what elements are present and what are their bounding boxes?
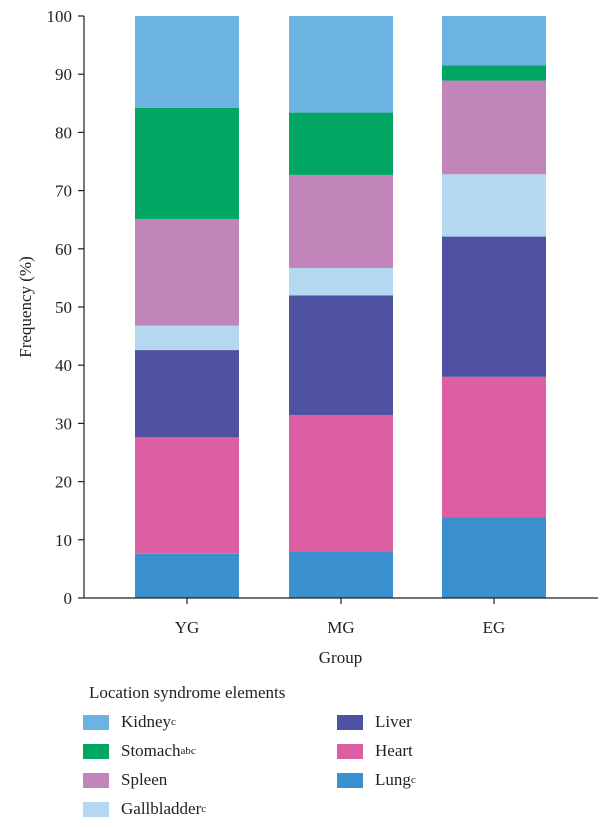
x-axis-ticks: YG MG EG: [175, 598, 506, 637]
legend-item-gallbladder: Gallbladder c: [83, 799, 206, 819]
legend-item-liver: Liver: [337, 712, 412, 732]
bar-segment-gallbladder-eg: [442, 174, 546, 237]
bar-segment-lung-mg: [289, 551, 393, 598]
bar-segment-lung-yg: [135, 553, 239, 598]
legend-label: Lung: [375, 770, 411, 789]
x-tick-label: YG: [175, 618, 200, 637]
y-tick-label: 70: [55, 182, 72, 201]
y-tick-label: 30: [55, 414, 72, 433]
bar-segment-stomach-eg: [442, 65, 546, 81]
bar-segment-gallbladder-mg: [289, 268, 393, 296]
bar-segment-liver-eg: [442, 236, 546, 377]
y-tick-label: 50: [55, 298, 72, 317]
y-tick-label: 20: [55, 473, 72, 492]
bar-segment-liver-yg: [135, 350, 239, 438]
legend-label: Heart: [375, 741, 413, 760]
y-tick-label: 80: [55, 123, 72, 142]
legend-item-stomach: Stomach abc: [83, 741, 196, 761]
bar-segment-spleen-eg: [442, 80, 546, 175]
legend-label: Liver: [375, 712, 412, 731]
y-axis-label: Frequency (%): [16, 256, 35, 358]
legend-swatch: [83, 714, 109, 730]
bar-segment-spleen-mg: [289, 174, 393, 269]
bar-segment-kidney-yg: [135, 16, 239, 108]
x-axis-label: Group: [319, 648, 362, 667]
y-tick-label: 0: [64, 589, 73, 608]
legend-swatch: [83, 743, 109, 759]
bar-segment-gallbladder-yg: [135, 325, 239, 351]
legend-swatch: [83, 772, 109, 788]
bar-layer: [135, 16, 546, 598]
legend-label: Kidney: [121, 712, 172, 731]
legend-swatch: [337, 714, 363, 730]
bar-segment-spleen-yg: [135, 219, 239, 326]
legend-item-kidney: Kidney c: [83, 712, 176, 732]
y-axis-ticks: 0 10 20 30 40 50 60 70 80 90 100: [47, 7, 84, 608]
bar-segment-heart-eg: [442, 376, 546, 518]
legend-item-spleen: Spleen: [83, 770, 167, 790]
legend-label: Gallbladder: [121, 799, 202, 818]
y-tick-label: 100: [47, 7, 73, 26]
stacked-bar-chart: 0 10 20 30 40 50 60 70 80 90 100 YG MG EG Frequency …: [16, 7, 598, 667]
bar-segment-kidney-mg: [289, 16, 393, 113]
legend-swatch: [83, 801, 109, 817]
y-tick-label: 40: [55, 356, 72, 375]
bar-segment-heart-yg: [135, 437, 239, 554]
bar-segment-kidney-eg: [442, 16, 546, 66]
legend-label: Spleen: [121, 770, 168, 789]
x-tick-label: EG: [483, 618, 506, 637]
bar-segment-heart-mg: [289, 415, 393, 552]
legend-swatch: [337, 772, 363, 788]
bar-segment-stomach-yg: [135, 107, 239, 220]
legend-swatch: [337, 743, 363, 759]
legend-label: Stomach: [121, 741, 181, 760]
legend-item-lung: Lung c: [337, 770, 416, 790]
bar-segment-stomach-mg: [289, 112, 393, 175]
bar-segment-lung-eg: [442, 517, 546, 598]
legend-title: Location syndrome elements: [89, 683, 286, 702]
y-tick-label: 60: [55, 240, 72, 259]
bar-segment-liver-mg: [289, 295, 393, 416]
x-tick-label: MG: [327, 618, 354, 637]
y-tick-label: 90: [55, 65, 72, 84]
legend-item-heart: Heart: [337, 741, 413, 761]
y-tick-label: 10: [55, 531, 72, 550]
